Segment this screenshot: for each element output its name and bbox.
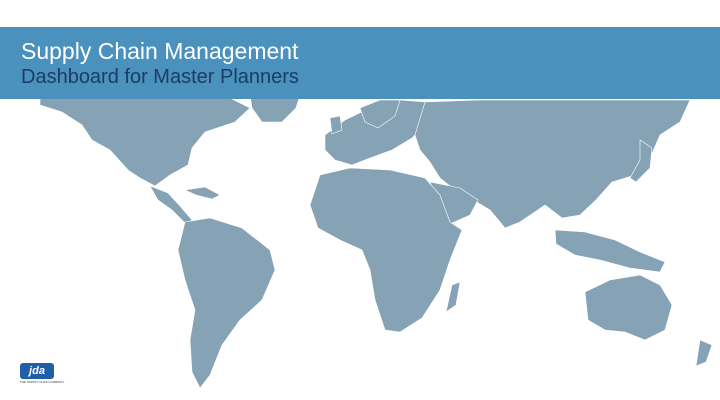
page-title: Supply Chain Management [21,38,299,64]
north-america-landmass [39,91,251,187]
british-isles [329,115,343,135]
australia-landmass [584,274,673,341]
logo-tagline: THE SUPPLY CHAIN COMPANY [20,380,65,384]
japan-islands [629,139,653,183]
asia-landmass [414,99,691,229]
jda-logo: jda THE SUPPLY CHAIN COMPANY [20,363,65,385]
title-banner: Supply Chain Management Dashboard for Ma… [0,27,720,99]
page-subtitle: Dashboard for Master Planners [21,66,299,88]
scandinavia-landmass [359,99,401,129]
caribbean-islands [183,186,221,200]
south-america-landmass [177,217,276,389]
madagascar-island [445,281,461,313]
southeast-asia-islands [554,229,666,273]
africa-landmass [309,167,463,333]
logo-badge: jda [20,363,54,379]
new-zealand-islands [695,339,713,367]
greenland-landmass [249,94,301,123]
central-america-landmass [149,185,193,225]
